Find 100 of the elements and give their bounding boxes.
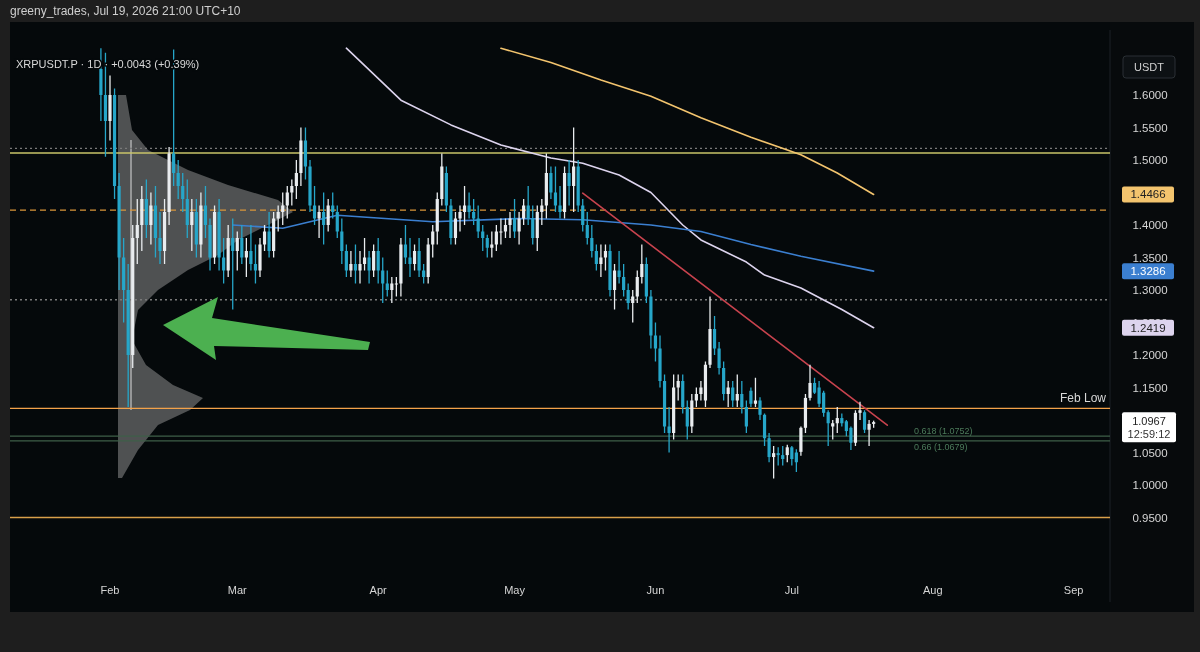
candlestick xyxy=(617,250,621,285)
candlestick xyxy=(262,224,267,252)
text: 1.3286 xyxy=(1130,265,1166,278)
candlestick xyxy=(758,396,762,421)
candlestick xyxy=(394,276,398,298)
candlestick xyxy=(476,204,480,239)
candlestick xyxy=(485,234,489,259)
candlestick xyxy=(862,409,867,434)
x-tick-label: Jun xyxy=(646,584,665,596)
candlestick xyxy=(326,198,330,233)
y-tick-label: 1.6000 xyxy=(1132,89,1168,101)
candlestick xyxy=(344,243,348,278)
candlestick xyxy=(740,380,744,415)
candlestick xyxy=(567,159,571,207)
y-tick-label: 1.5500 xyxy=(1132,121,1168,134)
candlestick xyxy=(712,315,717,356)
x-tick-label: Apr xyxy=(369,584,388,596)
candlestick xyxy=(367,250,371,285)
candlestick xyxy=(453,211,458,246)
candlestick xyxy=(603,243,608,272)
text: greeny_trades, Jul 19, 2026 21:00 UTC+10 xyxy=(10,4,241,18)
candlestick xyxy=(676,373,680,402)
candlestick xyxy=(376,237,380,285)
candlestick xyxy=(267,211,271,259)
candlestick xyxy=(149,191,153,246)
candlestick xyxy=(412,243,417,272)
candlestick xyxy=(867,419,871,447)
candlestick xyxy=(522,198,526,226)
candlestick xyxy=(585,211,589,246)
ref-line-label: Feb Low xyxy=(1059,391,1107,406)
candlestick xyxy=(285,185,289,220)
candlestick xyxy=(135,198,139,265)
x-tick-label: Aug xyxy=(922,584,943,596)
candlestick xyxy=(222,237,226,285)
text: 1.4466 xyxy=(1130,188,1166,201)
candlestick xyxy=(790,445,794,467)
candlestick xyxy=(590,224,594,259)
y-tick-label: 1.5000 xyxy=(1132,154,1168,166)
candlestick xyxy=(408,237,412,278)
candlestick xyxy=(558,185,562,220)
candlestick xyxy=(772,445,776,480)
candlestick xyxy=(358,250,362,285)
candlestick xyxy=(335,204,339,239)
candlestick xyxy=(276,204,280,233)
candlestick xyxy=(553,165,558,213)
y-axis-title: USDT xyxy=(1134,61,1165,73)
candlestick xyxy=(349,250,353,278)
x-tick-label: May xyxy=(504,584,526,596)
candlestick xyxy=(312,185,317,226)
candlestick xyxy=(381,256,385,304)
y-tick-label: 1.0500 xyxy=(1132,446,1168,459)
candlestick xyxy=(294,159,298,200)
candlestick xyxy=(340,217,344,265)
candlestick xyxy=(249,224,253,272)
candlestick xyxy=(640,243,644,285)
candlestick xyxy=(431,224,435,259)
candlestick xyxy=(517,211,521,246)
candlestick xyxy=(594,243,598,272)
candlestick xyxy=(499,217,503,246)
candlestick xyxy=(753,377,758,408)
candlestick xyxy=(472,198,476,226)
candlestick xyxy=(831,419,835,441)
annotation: 0.66 (1.0679) xyxy=(914,441,968,452)
candlestick xyxy=(203,185,208,239)
candlestick xyxy=(317,204,321,239)
candlestick xyxy=(549,165,553,200)
candlestick xyxy=(767,432,771,463)
candlestick xyxy=(635,269,639,304)
line-series xyxy=(500,47,875,196)
y-tick-label: 1.2000 xyxy=(1132,349,1168,361)
candlestick xyxy=(653,321,658,363)
candlestick xyxy=(781,445,785,467)
x-tick-label: Jul xyxy=(784,584,799,596)
candlestick xyxy=(599,243,603,278)
candlestick xyxy=(231,217,235,311)
annotation: 0.618 (1.0752) xyxy=(914,426,973,437)
y-tick-label: 1.3000 xyxy=(1132,284,1168,296)
candlestick xyxy=(717,341,721,376)
y-tick-label: 1.3500 xyxy=(1132,251,1168,264)
candlestick xyxy=(244,237,248,278)
candlestick xyxy=(290,178,294,207)
candlestick xyxy=(526,185,530,226)
candlestick xyxy=(622,263,626,298)
candlestick xyxy=(735,373,739,408)
candlestick xyxy=(158,211,162,265)
candlestick xyxy=(667,406,671,454)
candlestick xyxy=(694,386,698,408)
candlestick xyxy=(490,230,494,259)
candlestick xyxy=(417,237,421,278)
y-tick-label: 1.4000 xyxy=(1132,219,1168,231)
candlestick xyxy=(572,126,576,213)
candlestick xyxy=(762,412,767,447)
candlestick xyxy=(826,409,830,447)
text: 12:59:12 xyxy=(1127,428,1171,441)
x-tick-label: Mar xyxy=(227,584,248,596)
line-series xyxy=(345,47,875,329)
candlestick xyxy=(181,172,185,213)
candlestick xyxy=(612,263,617,311)
candlestick xyxy=(176,159,180,200)
candlestick xyxy=(508,211,512,239)
